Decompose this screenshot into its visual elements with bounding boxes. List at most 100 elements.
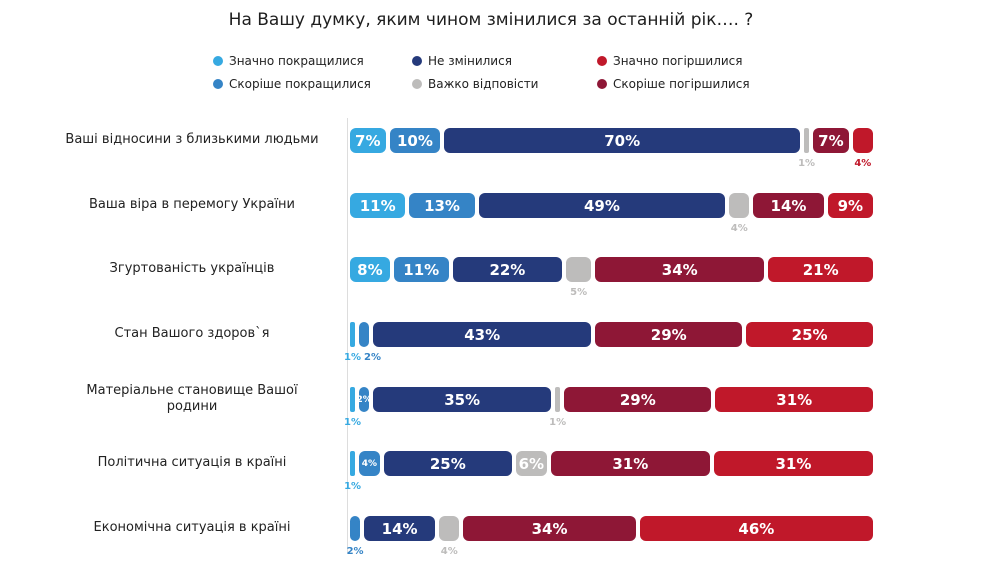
data-label: 31% <box>612 454 649 473</box>
bar-segment: 13% <box>409 193 475 218</box>
bar-segment: 29% <box>564 387 712 412</box>
bar-segment: 49% <box>478 193 726 218</box>
data-label: 9% <box>837 196 864 215</box>
data-label: 4% <box>361 458 378 469</box>
data-label: 14% <box>770 196 807 215</box>
bar-segment: 43% <box>373 322 592 347</box>
bar-segment <box>350 387 356 412</box>
bar-segment: 25% <box>383 451 512 476</box>
data-label: 21% <box>802 260 839 279</box>
data-label: 8% <box>357 260 383 279</box>
bar-segment: 2% <box>359 387 370 412</box>
data-label: 4% <box>730 223 748 234</box>
legend-dot-icon <box>597 56 607 66</box>
data-label: 29% <box>650 325 687 344</box>
category-label: Згуртованість українців <box>109 261 275 276</box>
legend-item: Важко відповісти <box>412 77 538 91</box>
data-label: 1% <box>798 158 816 169</box>
category-label: Економічна ситуація в країні <box>93 520 291 535</box>
bar-segment: 4% <box>359 451 380 476</box>
legend-label: Не змінилися <box>428 54 512 68</box>
bar-segment <box>804 128 810 153</box>
data-label: 34% <box>661 260 698 279</box>
data-label: 25% <box>429 454 466 473</box>
category-label: Ваші відносини з близькими людьми <box>65 132 319 147</box>
legend-item: Скоріше погіршилися <box>597 77 750 91</box>
legend-dot-icon <box>597 79 607 89</box>
bar-segment: 14% <box>753 193 824 218</box>
bar-segment: 31% <box>550 451 710 476</box>
category-label: Матеріальне становище Вашої родини <box>86 383 298 414</box>
bar-segment: 29% <box>595 322 743 347</box>
bar-segment: 10% <box>389 128 441 153</box>
bar-segment: 31% <box>713 451 873 476</box>
data-label: 4% <box>440 546 458 557</box>
legend-label: Скоріше погіршилися <box>613 77 750 91</box>
bar-segment <box>555 387 561 412</box>
bar-segment: 31% <box>715 387 873 412</box>
bar-segment: 70% <box>444 128 801 153</box>
legend-item: Скоріше покращилися <box>213 77 371 91</box>
legend-dot-icon <box>412 56 422 66</box>
data-label: 43% <box>464 325 501 344</box>
legend-item: Значно погіршилися <box>597 54 743 68</box>
data-label: 6% <box>518 454 545 473</box>
bar-segment: 7% <box>813 128 849 153</box>
bar-segment <box>852 128 873 153</box>
legend-item: Значно покращилися <box>213 54 364 68</box>
data-label: 31% <box>776 390 813 409</box>
data-label: 1% <box>549 417 567 428</box>
data-label: 22% <box>489 260 526 279</box>
data-label: 2% <box>359 394 369 405</box>
data-label: 11% <box>403 260 440 279</box>
bar-segment <box>439 516 460 541</box>
data-label: 4% <box>854 158 872 169</box>
legend-dot-icon <box>213 56 223 66</box>
data-label: 11% <box>359 196 396 215</box>
legend-label: Скоріше покращилися <box>229 77 371 91</box>
data-label: 25% <box>791 325 828 344</box>
legend-label: Значно погіршилися <box>613 54 743 68</box>
bar-segment: 34% <box>595 257 765 282</box>
data-label: 1% <box>344 352 362 363</box>
bar-segment: 9% <box>827 193 873 218</box>
data-label: 34% <box>531 519 568 538</box>
data-label: 31% <box>775 454 812 473</box>
data-label: 5% <box>570 287 588 298</box>
bar-segment <box>350 451 356 476</box>
data-label: 14% <box>381 519 418 538</box>
legend-dot-icon <box>412 79 422 89</box>
category-label: Стан Вашого здоров`я <box>114 326 270 341</box>
bar-segment: 34% <box>463 516 636 541</box>
data-label: 29% <box>619 390 656 409</box>
data-label: 7% <box>818 131 844 150</box>
legend-item: Не змінилися <box>412 54 512 68</box>
bar-segment: 11% <box>350 193 406 218</box>
category-label: Політична ситуація в країні <box>97 455 287 470</box>
legend-dot-icon <box>213 79 223 89</box>
data-label: 2% <box>346 546 364 557</box>
bar-segment: 6% <box>515 451 547 476</box>
bar-segment <box>359 322 370 347</box>
bar-segment: 25% <box>746 322 873 347</box>
bar-segment: 7% <box>350 128 386 153</box>
bar-segment <box>350 516 361 541</box>
bar-segment: 21% <box>768 257 873 282</box>
data-label: 49% <box>584 196 620 215</box>
data-label: 2% <box>364 352 382 363</box>
bar-segment: 46% <box>639 516 873 541</box>
data-label: 1% <box>344 481 362 492</box>
bar-segment: 14% <box>364 516 436 541</box>
data-label: 1% <box>344 417 362 428</box>
data-label: 13% <box>424 196 460 215</box>
bar-segment: 35% <box>373 387 552 412</box>
chart-title: На Вашу думку, яким чином змінилися за о… <box>228 10 754 30</box>
data-label: 10% <box>397 131 433 150</box>
bar-segment: 11% <box>393 257 449 282</box>
data-label: 70% <box>604 131 641 150</box>
bar-segment: 22% <box>452 257 563 282</box>
legend-label: Значно покращилися <box>229 54 364 68</box>
data-label: 7% <box>355 131 381 150</box>
bar-segment: 8% <box>350 257 390 282</box>
bar-segment <box>729 193 750 218</box>
